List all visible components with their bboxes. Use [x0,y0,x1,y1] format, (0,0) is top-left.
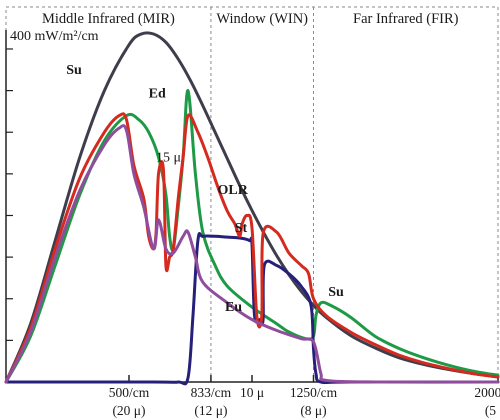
y-unit-label: 400 mW/m²/cm [10,29,99,44]
x-tick-sublabel: (12 μ) [194,403,227,418]
region-label: Middle Infrared (MIR) [42,11,175,27]
series-label-olr: OLR [218,183,249,198]
x-tick-label: 1250/cm [290,385,338,400]
axes-layer [5,30,499,383]
x-tick-label: 2000/cm [474,385,500,400]
series-label-eu: Eu [225,300,242,315]
region-label: Window (WIN) [216,11,308,27]
series-line-ed [4,89,500,384]
annotation-label: 15 μ [156,150,181,165]
series-line-su [4,31,500,384]
region-label: Far Infrared (FIR) [353,11,459,27]
labels-layer: 400 mW/m²/cm Middle Infrared (MIR) Window… [10,11,500,418]
series-label-su: Su [66,63,82,78]
x-tick-sublabel: (5 μ) [485,403,500,418]
series-label-su-fir: Su [328,285,344,300]
x-tick-label: 500/cm [109,385,150,400]
series-layer [4,31,500,386]
series-label-ed: Ed [149,86,166,101]
series-line-eu [4,124,500,384]
x-tick-sublabel: (8 μ) [300,403,326,418]
x-tick-sublabel: (20 μ) [112,403,145,418]
series-line-st [4,232,500,386]
series-line-olr [4,112,500,384]
series-label-st: St [235,221,248,236]
x-tick-label: 10 μ [240,385,264,400]
x-tick-label: 833/cm [191,385,232,400]
